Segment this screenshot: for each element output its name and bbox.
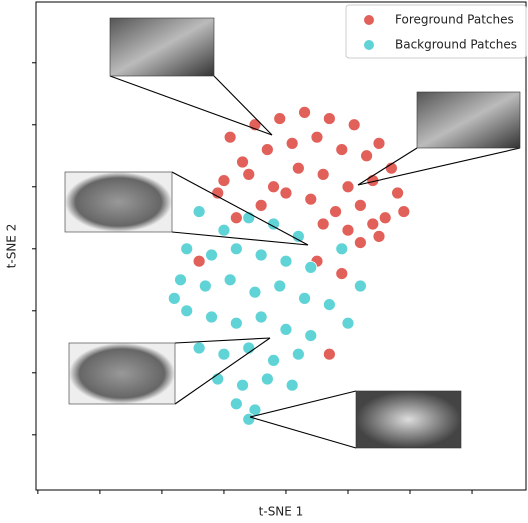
point [260, 372, 274, 386]
point [322, 347, 336, 361]
point [223, 273, 237, 287]
x-axis-label: t-SNE 1 [259, 505, 304, 519]
point [260, 143, 274, 156]
y-axis-label: t-SNE 2 [5, 224, 19, 269]
point [279, 254, 293, 268]
point [267, 180, 280, 194]
point [248, 285, 262, 299]
point [304, 192, 318, 206]
point [285, 136, 299, 150]
point [341, 180, 355, 194]
point [391, 186, 405, 200]
point [198, 279, 212, 293]
points [167, 105, 411, 426]
point [180, 242, 194, 256]
thumbnail [68, 342, 176, 405]
point [236, 155, 249, 169]
connector [249, 416, 357, 449]
point [229, 397, 243, 411]
point [205, 248, 218, 262]
point [353, 279, 367, 293]
point [217, 223, 231, 237]
point [304, 329, 318, 343]
point [279, 186, 293, 200]
point [223, 130, 237, 144]
point [316, 217, 330, 231]
point [291, 229, 305, 243]
connector [249, 390, 357, 418]
annotations [64, 17, 521, 449]
point [217, 347, 231, 361]
connector [357, 147, 521, 186]
point [211, 186, 225, 200]
point [205, 310, 218, 324]
point [279, 323, 293, 336]
legend-marker [364, 40, 374, 50]
point [372, 229, 386, 243]
connector [171, 171, 309, 246]
point [341, 223, 355, 237]
legend-label: Foreground Patches [395, 13, 514, 27]
point [254, 310, 268, 324]
point [192, 341, 206, 355]
point [353, 198, 367, 212]
point [298, 291, 311, 305]
point [360, 149, 373, 163]
thumbnail [64, 171, 173, 233]
point [273, 112, 287, 125]
legend-marker [364, 15, 374, 25]
point [242, 412, 256, 426]
point [254, 198, 268, 212]
point [291, 161, 305, 175]
legend-box [345, 4, 527, 59]
point [254, 248, 268, 262]
point [217, 174, 231, 187]
point [372, 136, 386, 150]
point [273, 279, 287, 293]
point [378, 211, 392, 225]
point [229, 242, 243, 256]
point [322, 298, 336, 311]
point [353, 236, 367, 249]
connector [171, 231, 309, 246]
point [310, 130, 324, 144]
thumbnail [355, 390, 462, 449]
plot-frame [35, 1, 527, 491]
connector [174, 337, 271, 405]
point [267, 354, 280, 367]
point [291, 347, 305, 361]
connector [109, 75, 273, 136]
point [397, 205, 411, 218]
point [341, 316, 355, 330]
connector [213, 75, 273, 136]
point [267, 217, 280, 231]
point [229, 316, 243, 330]
connector [357, 147, 418, 186]
point [335, 242, 349, 256]
point [298, 105, 311, 119]
point [174, 273, 187, 287]
point [285, 378, 299, 392]
point [242, 167, 256, 181]
point [347, 118, 361, 132]
thumbnail [416, 91, 521, 149]
point [167, 291, 181, 305]
point [304, 260, 318, 274]
legend-label: Background Patches [395, 38, 517, 52]
point [316, 167, 330, 181]
point [335, 267, 349, 280]
point [236, 378, 249, 392]
point [322, 112, 336, 125]
point [180, 304, 194, 318]
thumbnail [109, 17, 215, 77]
point [335, 143, 349, 156]
point [329, 205, 342, 218]
point [229, 211, 243, 225]
point [366, 217, 380, 231]
connector [174, 337, 271, 344]
point [192, 254, 206, 268]
point [192, 205, 206, 218]
